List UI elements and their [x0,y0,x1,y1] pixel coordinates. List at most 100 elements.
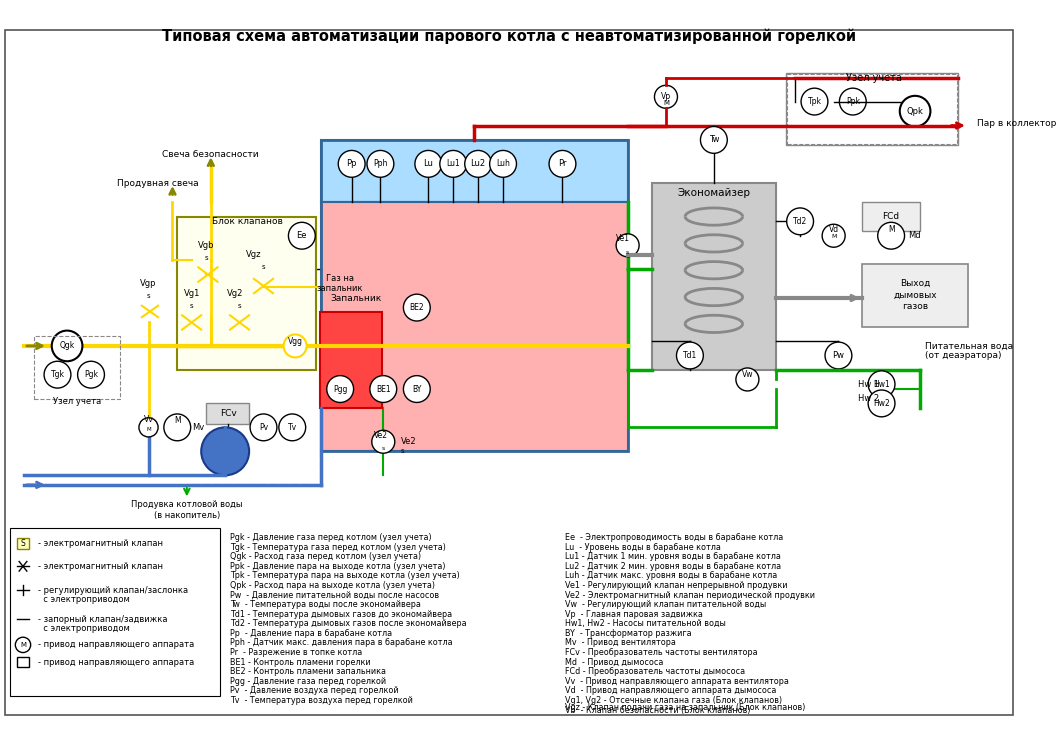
Text: (от деаэратора): (от деаэратора) [925,351,1001,360]
Circle shape [868,371,895,398]
Text: s: s [190,302,193,309]
Text: Типовая схема автоматизации парового котла с неавтоматизированной горелкой: Типовая схема автоматизации парового кот… [161,29,856,44]
Text: Свеча безопасности: Свеча безопасности [162,150,259,159]
Text: s: s [147,293,151,299]
Text: Vv  - Привод направляющего аппарата вентилятора: Vv - Привод направляющего аппарата венти… [565,677,789,686]
Text: Ve1: Ve1 [616,234,630,243]
Text: Mv  - Привод вентилятора: Mv - Привод вентилятора [565,639,676,647]
Bar [34,336,120,399]
Text: Hw1: Hw1 [873,379,890,389]
Text: Hw2: Hw2 [873,399,890,408]
Text: BE2: BE2 [410,303,424,312]
Text: Qgk - Расход газа перед котлом (узел учета): Qgk - Расход газа перед котлом (узел уче… [230,552,422,562]
Circle shape [440,150,466,178]
Text: Luh: Luh [496,159,510,168]
Text: BY: BY [412,385,422,393]
Text: Hw 2: Hw 2 [858,394,878,403]
Text: s: s [626,250,630,255]
Text: s: s [238,302,241,309]
Text: Ppk - Давление пара на выходе котла (узел учета): Ppk - Давление пара на выходе котла (узе… [230,562,445,571]
Text: Lu2 - Датчик 2 мин. уровня воды в барабане котла: Lu2 - Датчик 2 мин. уровня воды в бараба… [565,562,782,571]
Text: Vb  - Клапан безопасности (Блок клапанов): Vb - Клапан безопасности (Блок клапанов) [565,705,751,714]
Text: Продувная свеча: Продувная свеча [117,178,199,187]
Text: Hw1, Hw2 - Насосы питательной воды: Hw1, Hw2 - Насосы питательной воды [565,619,726,628]
Circle shape [250,414,277,441]
Text: - привод направляющего аппарата: - привод направляющего аппарата [38,640,194,650]
Text: Tw  - Температура воды после экономайвера: Tw - Температура воды после экономайвера [230,600,421,609]
Circle shape [654,85,678,109]
Bar [321,140,628,451]
Text: Vv: Vv [143,415,153,424]
Text: Vg1: Vg1 [184,288,200,298]
Text: FCv: FCv [220,410,237,418]
Text: газов: газов [902,302,928,311]
Text: Lu2: Lu2 [470,159,485,168]
Text: Ee  - Электропроводимость воды в барабане котла: Ee - Электропроводимость воды в барабане… [565,533,784,542]
Text: Tgk: Tgk [51,370,65,379]
Text: Pv: Pv [259,423,268,432]
Text: Vg2: Vg2 [226,288,243,298]
Text: Vw: Vw [741,370,753,379]
Bar [321,140,628,202]
Text: BY  - Трансформатор разжига: BY - Трансформатор разжига [565,629,692,638]
Text: Qgk: Qgk [59,341,74,350]
Bar [17,537,29,549]
Circle shape [787,208,813,235]
Text: Газ на
запальник: Газ на запальник [316,274,363,294]
Text: Vp: Vp [661,92,671,101]
Text: Td2 - Температура дымовых газов после экономайвера: Td2 - Температура дымовых газов после эк… [230,619,466,628]
Text: Lu: Lu [424,159,433,168]
Text: M: M [663,101,669,106]
Text: - привод направляющего аппарата: - привод направляющего аппарата [38,658,194,666]
Circle shape [284,335,307,357]
Text: Tpk: Tpk [807,97,822,106]
Text: Узел учета: Узел учета [846,73,902,83]
Text: Vg1, Vg2 - Отсечные клапана газа (Блок клапанов): Vg1, Vg2 - Отсечные клапана газа (Блок к… [565,696,783,705]
Text: Экономайзер: Экономайзер [678,188,751,197]
Text: BE1: BE1 [376,385,391,393]
Text: - регулирующий клапан/заслонка: - регулирующий клапан/заслонка [38,586,188,595]
Text: s: s [261,264,266,270]
Circle shape [877,222,905,249]
Bar [862,202,920,231]
Text: с электроприводом: с электроприводом [38,595,130,604]
Circle shape [201,427,250,476]
Text: Vgb: Vgb [198,241,215,250]
Text: Td1 - Температура дымовых газов до экономайвера: Td1 - Температура дымовых газов до эконо… [230,610,452,619]
Text: Pw: Pw [833,351,844,360]
Text: Vp  - Главная паровая задвижка: Vp - Главная паровая задвижка [565,610,703,619]
Circle shape [279,414,306,441]
Circle shape [415,150,442,178]
Circle shape [900,96,930,126]
Bar [787,74,957,144]
Text: Pgg - Давление газа перед горелкой: Pgg - Давление газа перед горелкой [230,677,387,686]
Text: - запорный клапан/задвижка: - запорный клапан/задвижка [38,614,168,623]
Text: Ve2: Ve2 [400,437,416,446]
Bar [652,183,776,370]
Circle shape [327,376,354,402]
Text: BE2 - Контроль пламени запальника: BE2 - Контроль пламени запальника [230,667,386,676]
Circle shape [45,361,71,388]
Text: Hw 1: Hw 1 [858,379,878,389]
Circle shape [822,224,845,247]
Bar [862,264,967,327]
Text: Ve2: Ve2 [375,431,389,440]
Bar [17,658,29,667]
Text: Pgk: Pgk [84,370,98,379]
Text: Td2: Td2 [793,217,807,226]
Text: - электромагнитный клапан: - электромагнитный клапан [38,562,164,571]
Circle shape [15,637,31,653]
Text: FCd: FCd [883,212,900,221]
Circle shape [839,88,867,115]
Text: Vd  - Привод направляющего аппарата дымососа: Vd - Привод направляющего аппарата дымос… [565,686,776,695]
Text: Pr: Pr [559,159,567,168]
Text: Vgz - Клапан подачи газа на запальник (Блок клапанов): Vgz - Клапан подачи газа на запальник (Б… [565,702,806,712]
Text: M: M [174,416,181,425]
Text: Vgz: Vgz [246,250,261,259]
Text: Tpk - Температура пара на выходе котла (узел учета): Tpk - Температура пара на выходе котла (… [230,571,460,581]
Circle shape [78,361,104,388]
Circle shape [701,126,727,153]
Text: Pr  - Разрежение в топке котла: Pr - Разрежение в топке котла [230,648,362,657]
Text: Md: Md [908,231,921,240]
Text: Пар в коллектор: Пар в коллектор [977,119,1057,128]
